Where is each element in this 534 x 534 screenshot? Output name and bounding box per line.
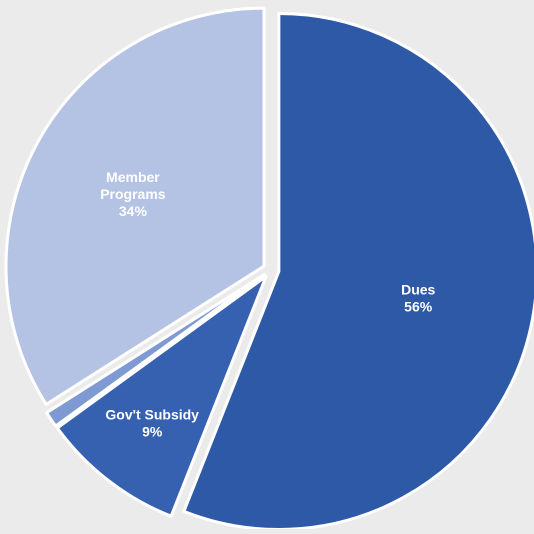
pie-slice-0 bbox=[182, 12, 534, 531]
pie-slice-label-line: 34% bbox=[119, 203, 148, 219]
pie-slice-3 bbox=[4, 6, 266, 406]
pie-slice-label-line: Member bbox=[106, 169, 160, 185]
pie-slice-label-line: 9% bbox=[142, 424, 163, 440]
pie-slice-label-0: Dues 56% bbox=[401, 282, 435, 315]
pie-slice-label-line: Dues bbox=[401, 282, 435, 298]
pie-labels: Dues 56% Gov't Subsidy 9% Member Programs 34% bbox=[100, 169, 435, 440]
pie-slice-2 bbox=[45, 273, 266, 428]
pie-slice-label-1: Gov't Subsidy 9% bbox=[105, 407, 199, 440]
pie-slice-label-line: Gov't Subsidy bbox=[105, 407, 199, 423]
pie-slice-label-line: 56% bbox=[404, 299, 433, 315]
pie-slice-label-3: Member Programs 34% bbox=[100, 169, 166, 219]
pie-slices bbox=[4, 6, 534, 531]
pie-slice-label-line: Programs bbox=[100, 186, 166, 202]
pie-slice-1 bbox=[55, 274, 268, 518]
